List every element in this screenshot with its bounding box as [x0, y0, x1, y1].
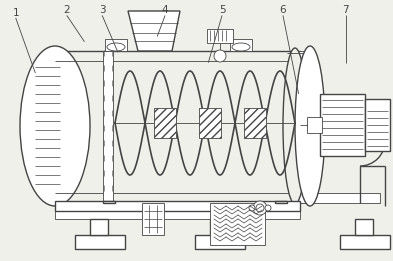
- Bar: [210, 203, 265, 245]
- Bar: [90, 219, 108, 235]
- Text: 3: 3: [99, 5, 105, 15]
- Bar: [295, 51, 315, 203]
- Circle shape: [265, 205, 271, 211]
- Bar: [154, 108, 176, 138]
- Bar: [355, 219, 373, 235]
- Ellipse shape: [295, 46, 325, 206]
- Bar: [295, 193, 380, 203]
- Bar: [275, 201, 287, 203]
- Bar: [55, 51, 300, 203]
- Bar: [55, 201, 300, 211]
- Bar: [210, 219, 228, 235]
- Circle shape: [214, 50, 226, 62]
- Bar: [320, 94, 365, 156]
- Bar: [307, 117, 322, 133]
- Text: 5: 5: [219, 5, 225, 15]
- Text: 6: 6: [280, 5, 286, 15]
- Circle shape: [249, 205, 255, 211]
- Bar: [75, 235, 125, 249]
- Text: 4: 4: [162, 5, 168, 15]
- Ellipse shape: [232, 43, 250, 51]
- Text: 1: 1: [13, 8, 19, 18]
- Bar: [105, 39, 127, 51]
- Bar: [244, 108, 266, 138]
- Ellipse shape: [20, 46, 90, 206]
- Bar: [207, 29, 233, 43]
- Bar: [230, 39, 252, 51]
- Text: 7: 7: [343, 5, 349, 15]
- Bar: [55, 201, 300, 219]
- Bar: [365, 99, 390, 151]
- Circle shape: [256, 204, 264, 212]
- Bar: [199, 108, 221, 138]
- Bar: [103, 51, 113, 203]
- Ellipse shape: [107, 43, 125, 51]
- Bar: [142, 203, 164, 235]
- Polygon shape: [128, 11, 180, 51]
- Text: 2: 2: [64, 5, 70, 15]
- Bar: [340, 235, 390, 249]
- Ellipse shape: [283, 48, 307, 204]
- Bar: [195, 235, 245, 249]
- Circle shape: [253, 201, 267, 215]
- Bar: [103, 201, 115, 203]
